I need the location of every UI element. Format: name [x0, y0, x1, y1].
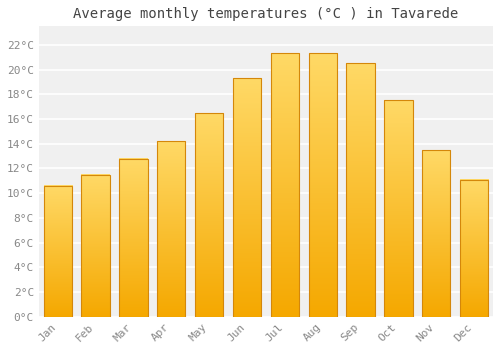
- Bar: [384, 100, 412, 317]
- Title: Average monthly temperatures (°C ) in Tavarede: Average monthly temperatures (°C ) in Ta…: [74, 7, 458, 21]
- Bar: [233, 78, 261, 317]
- Bar: [195, 113, 224, 317]
- Bar: [270, 54, 299, 317]
- Bar: [460, 180, 488, 317]
- Bar: [308, 54, 337, 317]
- Bar: [422, 150, 450, 317]
- Bar: [82, 175, 110, 317]
- Bar: [119, 159, 148, 317]
- Bar: [44, 186, 72, 317]
- Bar: [157, 141, 186, 317]
- Bar: [346, 63, 375, 317]
